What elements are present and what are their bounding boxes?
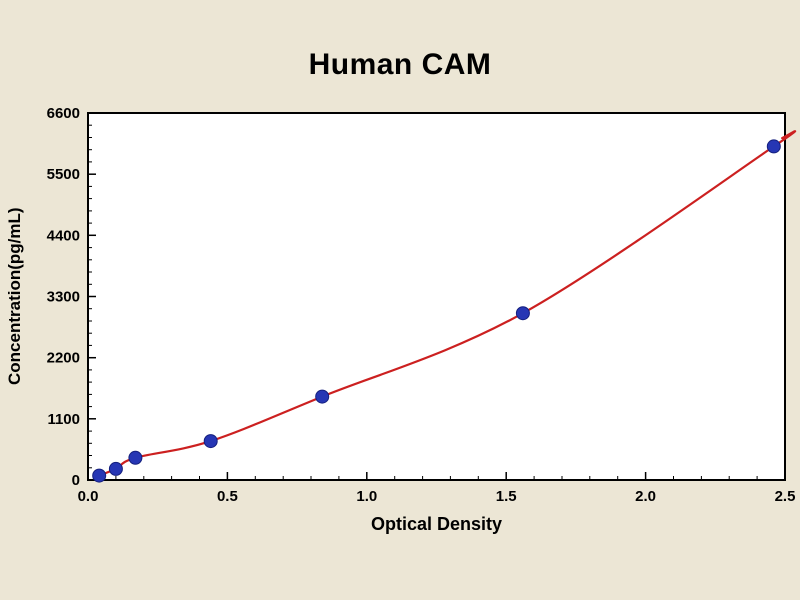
data-point [128,450,143,465]
y-tick-label: 2200 [47,350,80,367]
x-tick-label: 2.0 [635,488,656,505]
chart-title: Human CAM [308,48,492,81]
x-tick-label: 2.5 [775,488,796,505]
x-tick-label: 1.0 [356,488,377,505]
data-point [203,434,218,449]
x-tick-label: 1.5 [496,488,517,505]
x-tick-label: 0.0 [78,488,99,505]
x-tick-label: 0.5 [217,488,238,505]
x-axis-label: Optical Density [370,514,503,534]
data-point [315,389,330,404]
plot-area [87,112,786,481]
y-tick-label: 1100 [47,411,80,428]
data-point [108,461,123,476]
y-tick-label: 6600 [47,105,80,122]
data-point [515,306,530,321]
y-tick-label: 4400 [47,227,80,244]
data-point [92,468,107,483]
data-point [766,139,781,154]
y-tick-label: 5500 [47,166,80,183]
y-tick-label: 0 [72,472,80,489]
y-tick-label: 3300 [47,289,80,306]
